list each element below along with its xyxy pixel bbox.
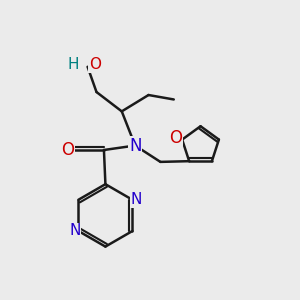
- Text: O: O: [89, 57, 101, 72]
- Text: N: N: [129, 136, 141, 154]
- Text: H: H: [68, 57, 79, 72]
- Text: N: N: [69, 224, 80, 238]
- Text: O: O: [169, 129, 182, 147]
- Text: O: O: [61, 141, 74, 159]
- Text: N: N: [130, 192, 142, 207]
